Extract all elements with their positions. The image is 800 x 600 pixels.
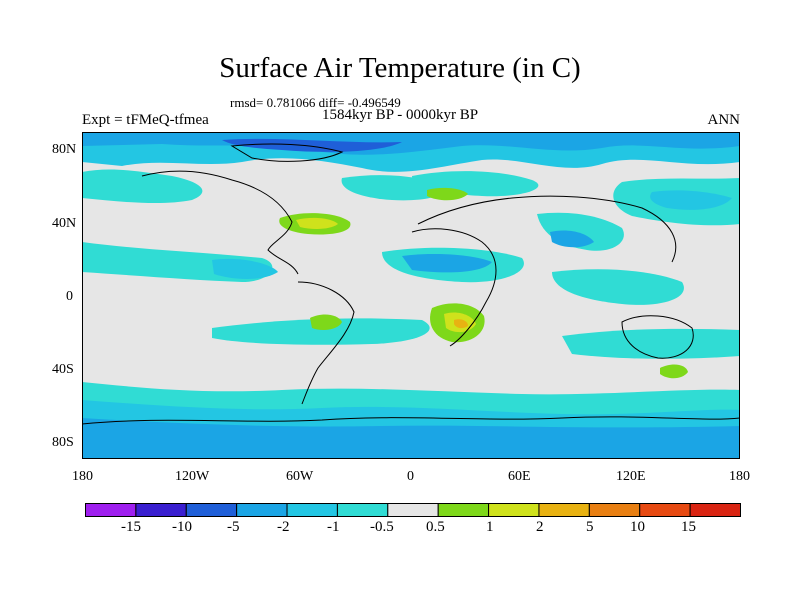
period-line: 1584kyr BP - 0000kyr BP — [321, 107, 479, 123]
antarctic-anomaly — [82, 418, 740, 459]
colorbar-box — [336, 503, 389, 517]
colorbar — [85, 503, 741, 517]
greenland-coast — [230, 143, 344, 162]
lon-label-0: 0 — [407, 469, 414, 484]
season-label: ANN — [707, 112, 741, 128]
colorbar-box — [185, 503, 238, 517]
colorbar-box — [85, 503, 137, 517]
colorbar-label-0p5: 0.5 — [426, 519, 445, 535]
lat-label-40s: 40S — [52, 362, 74, 377]
lon-label-120e: 120E — [616, 469, 646, 484]
colorbar-label-neg2: -2 — [277, 519, 290, 535]
asia-core-anomaly — [550, 230, 594, 248]
sahara-core-anomaly — [402, 254, 492, 273]
colorbar-box — [387, 503, 439, 517]
south-america-coast — [297, 281, 355, 405]
indian-ocean-anomaly — [552, 269, 684, 305]
stats-line: rmsd= 0.781066 diff= -0.496549 — [230, 95, 401, 110]
lat-label-0: 0 — [66, 289, 73, 304]
lon-label-180e: 180 — [729, 469, 750, 484]
colorbar-label-1: 1 — [486, 519, 494, 535]
colorbar-label-15: 15 — [681, 519, 696, 535]
colorbar-box — [437, 503, 490, 517]
southern-africa-hot-core — [454, 319, 468, 329]
colorbar-label-neg10: -10 — [172, 519, 192, 535]
colorbar-box — [236, 503, 288, 517]
colorbar-label-5: 5 — [586, 519, 594, 535]
lat-label-40n: 40N — [52, 216, 77, 231]
australia-coast — [621, 315, 694, 359]
eurasia-coast — [417, 195, 677, 263]
colorbar-box — [588, 503, 641, 517]
colorbar-boxes — [85, 503, 741, 517]
map-frame — [82, 132, 740, 459]
colorbar-label-neg1: -1 — [327, 519, 340, 535]
south-indian-band — [562, 328, 740, 359]
colorbar-label-neg0p5: -0.5 — [370, 519, 394, 535]
lat-label-80n: 80N — [52, 142, 77, 157]
africa-coast — [411, 228, 497, 347]
north-pacific-anomaly — [82, 169, 203, 204]
colorbar-label-2: 2 — [536, 519, 544, 535]
australia-warm-spot — [660, 364, 688, 379]
asia-anomaly — [537, 212, 624, 251]
northwest-pacific-core — [650, 190, 732, 210]
map-svg — [81, 132, 741, 459]
colorbar-box — [488, 503, 540, 517]
lon-label-60e: 60E — [508, 469, 531, 484]
colorbar-box — [639, 503, 691, 517]
colorbar-label-neg5: -5 — [227, 519, 240, 535]
lon-label-180w: 180 — [72, 469, 93, 484]
scandinavia-warm-spot — [427, 187, 468, 201]
coastlines — [81, 143, 741, 425]
lat-label-80s: 80S — [52, 435, 74, 450]
north-america-coast — [141, 170, 299, 275]
colorbar-box — [689, 503, 741, 517]
lon-label-60w: 60W — [286, 469, 314, 484]
colorbar-box — [286, 503, 338, 517]
colorbar-box — [135, 503, 187, 517]
arctic-core-anomaly — [222, 138, 402, 152]
lon-label-120w: 120W — [175, 469, 210, 484]
colorbar-label-neg15: -15 — [121, 519, 141, 535]
antarctica-coast — [81, 416, 741, 425]
temperature-anomaly-map — [81, 132, 741, 459]
arctic-strong-anomaly — [82, 132, 740, 155]
south-america-warm-spot — [310, 314, 342, 330]
colorbar-label-10: 10 — [630, 519, 645, 535]
chart-title: Surface Air Temperature (in C) — [219, 52, 581, 84]
atlantic-warm-core — [296, 217, 338, 229]
south-atlantic-band — [212, 318, 430, 345]
colorbar-box — [538, 503, 590, 517]
tropical-pacific-core — [212, 258, 278, 279]
experiment-label: Expt = tFMeQ-tfmea — [82, 112, 209, 128]
